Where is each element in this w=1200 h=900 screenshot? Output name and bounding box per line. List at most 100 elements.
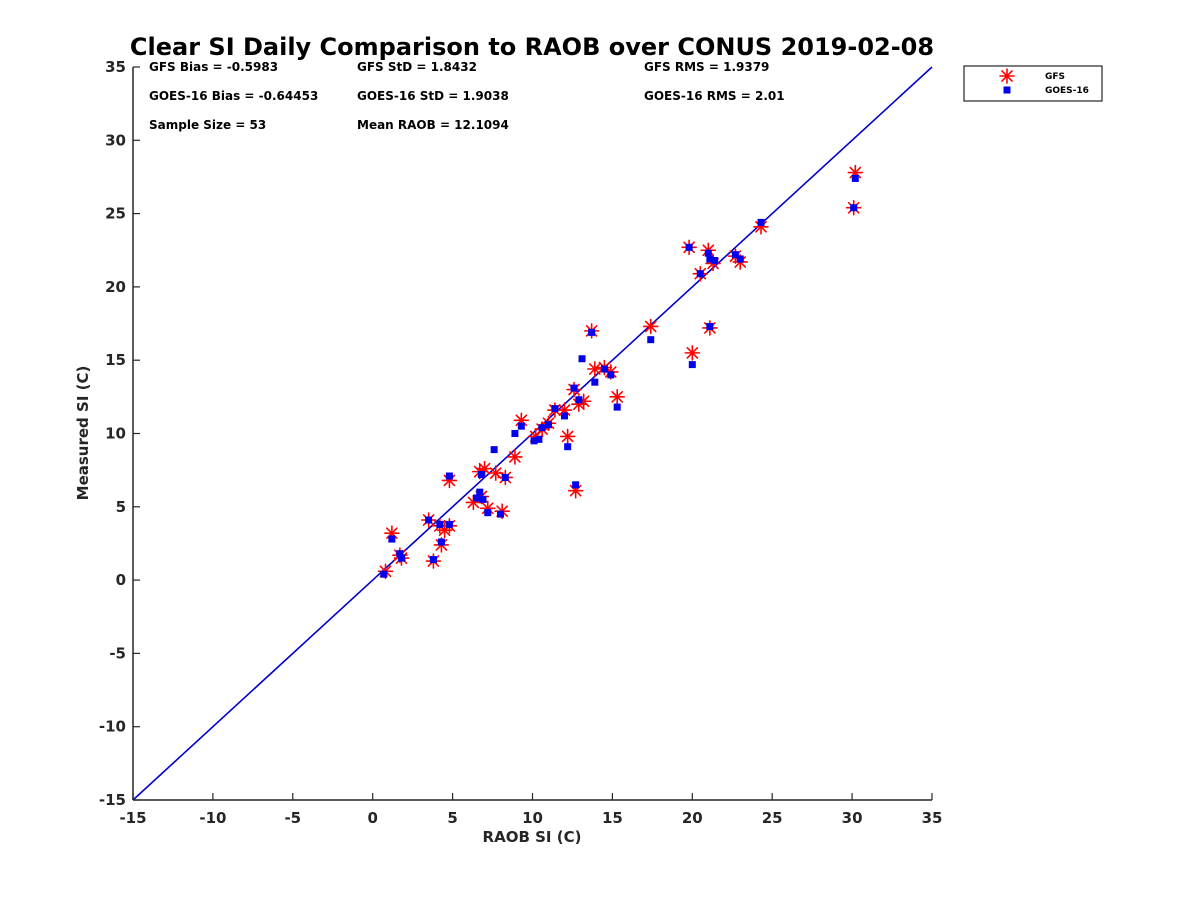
- point-goes-16: [517, 422, 525, 430]
- point-gfs: [465, 494, 482, 511]
- point-goes-16: [388, 535, 396, 543]
- point-goes-16: [380, 570, 388, 578]
- point-goes-16: [477, 471, 485, 479]
- point-gfs: [642, 318, 659, 335]
- legend-marker-gfs: [999, 68, 1015, 84]
- point-goes-16: [736, 255, 744, 263]
- point-goes-16: [511, 430, 519, 437]
- stat-annotation: GFS StD = 1.8432: [357, 60, 477, 74]
- point-goes-16: [850, 204, 858, 212]
- point-goes-16: [484, 509, 492, 517]
- point-goes-16: [538, 424, 546, 432]
- series-goes-16: [380, 174, 859, 578]
- point-goes-16: [706, 322, 714, 330]
- point-goes-16: [397, 554, 405, 562]
- point-goes-16: [425, 516, 433, 524]
- x-tick-label: 0: [367, 809, 377, 827]
- point-goes-16: [591, 378, 599, 386]
- y-tick-label: -10: [99, 718, 126, 736]
- point-gfs-stroke: [644, 320, 657, 333]
- legend: GFS GOES-16: [963, 65, 1103, 102]
- point-goes-16: [479, 495, 487, 503]
- point-goes-16: [530, 437, 538, 445]
- data-points-layer: [377, 164, 864, 580]
- point-goes-16: [476, 488, 484, 496]
- legend-items: GFS GOES-16: [999, 68, 1089, 96]
- y-tick-label: 25: [105, 205, 126, 223]
- point-gfs-stroke: [509, 451, 521, 463]
- legend-label-gfs: GFS: [1045, 72, 1065, 82]
- point-goes-16: [613, 403, 621, 411]
- point-goes-16: [429, 556, 437, 564]
- point-goes-16: [706, 255, 714, 263]
- point-goes-16: [560, 412, 568, 420]
- point-gfs: [559, 428, 576, 445]
- x-tick-label: -5: [284, 809, 301, 827]
- y-tick-label: 15: [105, 351, 126, 369]
- chart-title: Clear SI Daily Comparison to RAOB over C…: [130, 33, 934, 61]
- x-axis-title: RAOB SI (C): [483, 828, 582, 846]
- x-tick-label: 30: [842, 809, 863, 827]
- point-gfs-stroke: [588, 363, 601, 375]
- point-goes-16: [544, 421, 552, 429]
- y-axis-title: Measured SI (C): [74, 366, 92, 501]
- x-tick-label: 5: [447, 809, 457, 827]
- stat-annotation: GOES-16 StD = 1.9038: [357, 89, 509, 103]
- legend-marker-gfs-stroke: [1001, 70, 1013, 82]
- point-goes-16: [711, 257, 719, 265]
- x-tick-label: 10: [522, 809, 543, 827]
- y-tick-label: -5: [109, 644, 126, 662]
- point-gfs: [487, 465, 504, 481]
- stats-annotations: GFS Bias = -0.5983 GFS StD = 1.8432 GFS RM…: [149, 60, 785, 132]
- y-tick-label: 30: [105, 131, 126, 149]
- point-goes-16: [688, 361, 696, 369]
- legend-marker-goes-16: [1003, 86, 1011, 94]
- point-goes-16: [473, 494, 481, 502]
- x-tick-label: 15: [602, 809, 623, 827]
- point-goes-16: [551, 405, 559, 413]
- x-axis-ticks: -15 -10 -5 0 5 10 15 20 25 30 35: [119, 793, 942, 827]
- point-goes-16: [437, 538, 445, 546]
- point-goes-16: [731, 251, 739, 259]
- point-gfs-stroke: [577, 395, 590, 408]
- point-goes-16: [575, 396, 583, 404]
- y-tick-label: 0: [116, 571, 126, 589]
- point-goes-16: [436, 520, 444, 528]
- point-goes-16: [607, 371, 615, 379]
- point-goes-16: [685, 243, 693, 251]
- point-goes-16: [600, 365, 608, 373]
- point-goes-16: [704, 249, 712, 257]
- y-tick-label: 5: [116, 498, 126, 516]
- point-goes-16: [445, 472, 453, 480]
- point-gfs: [684, 345, 701, 361]
- y-tick-label: -15: [99, 791, 126, 809]
- y-tick-label: 10: [105, 425, 126, 443]
- point-gfs: [507, 449, 523, 465]
- legend-box: [963, 65, 1103, 102]
- point-gfs-stroke: [611, 391, 624, 403]
- point-gfs: [587, 361, 603, 377]
- point-goes-16: [572, 481, 580, 489]
- stat-annotation: Mean RAOB = 12.1094: [357, 118, 509, 132]
- point-goes-16: [490, 446, 498, 454]
- point-goes-16: [647, 336, 655, 344]
- point-goes-16: [535, 435, 543, 443]
- stat-annotation: GFS Bias = -0.5983: [149, 60, 278, 74]
- legend-label-goes-16: GOES-16: [1045, 86, 1089, 96]
- stat-annotation: Sample Size = 53: [149, 118, 266, 132]
- x-tick-label: 25: [762, 809, 783, 827]
- point-goes-16: [570, 384, 578, 392]
- point-gfs-stroke: [686, 347, 699, 359]
- point-goes-16: [578, 355, 586, 363]
- x-tick-label: -15: [119, 809, 146, 827]
- y-tick-label: 35: [105, 58, 126, 76]
- point-goes-16: [696, 270, 704, 278]
- point-goes-16: [497, 510, 505, 518]
- point-gfs-stroke: [561, 430, 574, 443]
- x-tick-label: -10: [199, 809, 226, 827]
- stat-annotation: GFS RMS = 1.9379: [644, 60, 769, 74]
- y-axis-ticks: -15 -10 -5 0 5 10 15 20 25 30 35: [99, 58, 140, 809]
- x-tick-label: 35: [922, 809, 943, 827]
- stat-annotation: GOES-16 Bias = -0.64453: [149, 89, 318, 103]
